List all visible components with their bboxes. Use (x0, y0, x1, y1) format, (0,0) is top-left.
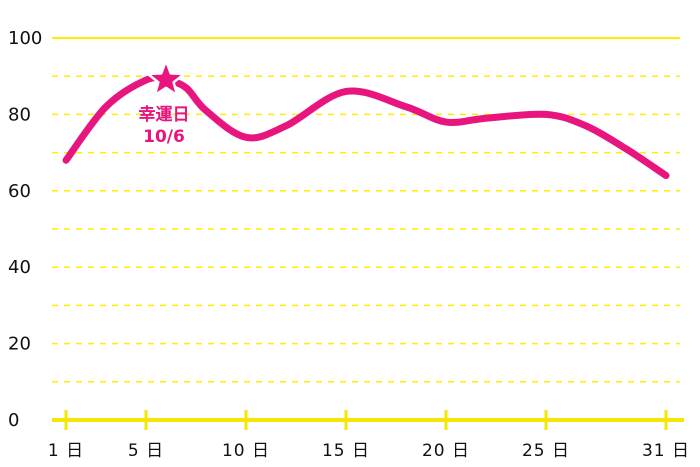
x-tick-label-5: 5 日 (128, 441, 164, 461)
annotations: 幸運日 10/6 (139, 59, 190, 147)
y-tick-label-80: 80 (8, 104, 31, 125)
x-tick-label-25: 25 日 (522, 441, 570, 461)
x-tick-label-15: 15 日 (322, 441, 370, 461)
x-tick-label-20: 20 日 (422, 441, 470, 461)
y-tick-label-100: 100 (8, 28, 42, 49)
x-tick-label-10: 10 日 (222, 441, 270, 461)
y-tick-label-0: 0 (8, 410, 19, 431)
grid-lines (52, 37, 680, 383)
star-icon (146, 59, 186, 97)
y-tick-label-60: 60 (8, 181, 31, 202)
lucky-day-date: 10/6 (143, 127, 185, 147)
x-tick-labels: 1 日 5 日 10 日 15 日 20 日 25 日 31 日 (48, 441, 690, 461)
y-tick-labels: 0 20 40 60 80 100 (8, 28, 42, 431)
x-tick-label-1: 1 日 (48, 441, 84, 461)
x-tick-label-31: 31 日 (642, 441, 690, 461)
x-axis (52, 410, 684, 430)
y-tick-label-20: 20 (8, 334, 31, 355)
lucky-day-label: 幸運日 (139, 104, 190, 125)
y-tick-label-40: 40 (8, 257, 31, 278)
